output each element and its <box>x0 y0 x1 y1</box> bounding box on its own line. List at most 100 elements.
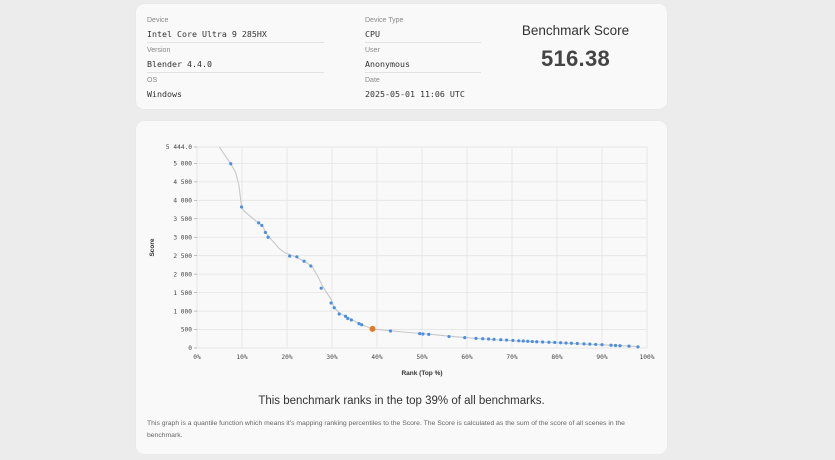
data-point <box>349 318 353 322</box>
x-tick-label: 0% <box>193 354 201 361</box>
y-tick-label: 2 000 <box>173 271 192 278</box>
data-point <box>421 332 425 336</box>
current-benchmark-point[interactable] <box>369 325 376 332</box>
data-point <box>239 205 244 209</box>
data-point <box>481 337 485 341</box>
data-point <box>329 301 333 305</box>
y-tick-label: 500 <box>181 327 192 334</box>
y-tick-label: 2 500 <box>173 253 192 260</box>
data-point <box>526 339 530 343</box>
x-tick-label: 50% <box>416 354 427 361</box>
y-tick-label: 1 000 <box>173 308 192 315</box>
y-axis-label: Score <box>149 238 156 256</box>
data-point <box>337 312 341 316</box>
data-point <box>618 344 622 348</box>
data-point <box>521 339 525 343</box>
data-point <box>447 334 451 339</box>
data-point <box>627 344 631 348</box>
data-point <box>319 286 323 290</box>
device-type-field: Device Type CPU <box>365 16 481 43</box>
data-point <box>463 336 467 340</box>
data-point <box>346 316 350 321</box>
data-point <box>418 332 422 336</box>
os-value: Windows <box>147 89 182 99</box>
y-tick-label: 1 500 <box>173 290 192 297</box>
os-field: OS Windows <box>147 76 324 102</box>
benchmark-score-title: Benchmark Score <box>521 23 630 38</box>
chart-card: 0% 10% 20% 30% 40% 50% 60% 70% 80% 90% 100% 0 500 1 0… <box>136 121 667 454</box>
device-type-label: Device Type <box>365 17 404 24</box>
version-field: Version Blender 4.4.0 <box>147 46 324 73</box>
y-tick-label: 3 000 <box>173 234 192 241</box>
device-field: Device Intel Core Ultra 9 285HX <box>147 16 324 43</box>
data-point <box>505 338 509 342</box>
chart-description: This graph is a quantile function which … <box>147 420 625 439</box>
x-tick-label: 90% <box>596 354 607 361</box>
data-point <box>257 221 261 225</box>
data-point <box>613 343 618 348</box>
data-point <box>302 259 306 263</box>
y-tick-label: 5 444.0 <box>166 144 192 151</box>
quantile-curve <box>219 146 639 348</box>
rank-summary: This benchmark ranks in the top 39% of a… <box>258 395 545 407</box>
data-point <box>499 338 503 342</box>
benchmark-info-card: Device Intel Core Ultra 9 285HX Version … <box>136 4 667 109</box>
user-value: Anonymous <box>365 59 481 73</box>
data-point <box>535 340 539 344</box>
user-field: User Anonymous <box>365 46 481 73</box>
y-tick-label: 4 500 <box>173 179 192 186</box>
data-point <box>492 337 496 341</box>
device-label: Device <box>147 17 169 24</box>
x-tick-label: 80% <box>551 354 562 361</box>
data-point <box>266 235 270 239</box>
chart-points <box>229 162 640 349</box>
data-point <box>260 223 264 228</box>
y-tick-label: 3 500 <box>173 216 192 223</box>
data-point <box>288 254 292 258</box>
x-tick-label: 100% <box>640 354 655 361</box>
date-value: 2025-05-01 11:06 UTC <box>365 89 465 99</box>
device-type-value: CPU <box>365 29 481 43</box>
data-point <box>487 337 491 341</box>
data-point <box>600 343 604 347</box>
data-point <box>575 341 579 346</box>
data-point <box>295 255 299 259</box>
data-point <box>332 306 336 310</box>
data-point <box>547 340 551 344</box>
data-point <box>357 322 361 326</box>
data-point <box>309 264 313 268</box>
data-point <box>530 339 534 344</box>
benchmark-score-value: 516.38 <box>540 46 611 71</box>
data-point <box>588 342 592 346</box>
chart-grid <box>194 146 648 349</box>
data-point <box>360 323 364 327</box>
data-point <box>559 341 563 345</box>
data-point <box>564 341 568 345</box>
x-tick-label: 30% <box>326 354 337 361</box>
data-point <box>511 338 515 343</box>
y-tick-label: 4 000 <box>173 198 192 205</box>
data-point <box>569 341 573 345</box>
data-point <box>343 314 348 318</box>
data-point <box>541 340 545 344</box>
data-point <box>636 345 640 349</box>
data-point <box>229 162 233 166</box>
data-point <box>517 339 521 343</box>
data-point <box>582 342 586 346</box>
x-tick-label: 10% <box>236 354 247 361</box>
data-point <box>594 342 598 347</box>
version-value: Blender 4.4.0 <box>147 59 324 73</box>
data-point <box>263 230 267 235</box>
y-tick-label: 0 <box>188 345 192 352</box>
data-point <box>427 332 431 336</box>
date-field: Date 2025-05-01 11:06 UTC <box>365 76 505 102</box>
user-label: User <box>365 47 380 54</box>
date-label: Date <box>365 77 380 84</box>
x-tick-label: 70% <box>506 354 517 361</box>
version-label: Version <box>147 47 171 54</box>
data-point <box>609 343 613 347</box>
data-point <box>388 329 393 333</box>
x-tick-label: 20% <box>281 354 292 361</box>
chart-ticks: 0% 10% 20% 30% 40% 50% 60% 70% 80% 90% 100% 0 500 1 0… <box>166 144 655 361</box>
x-tick-label: 40% <box>371 354 382 361</box>
